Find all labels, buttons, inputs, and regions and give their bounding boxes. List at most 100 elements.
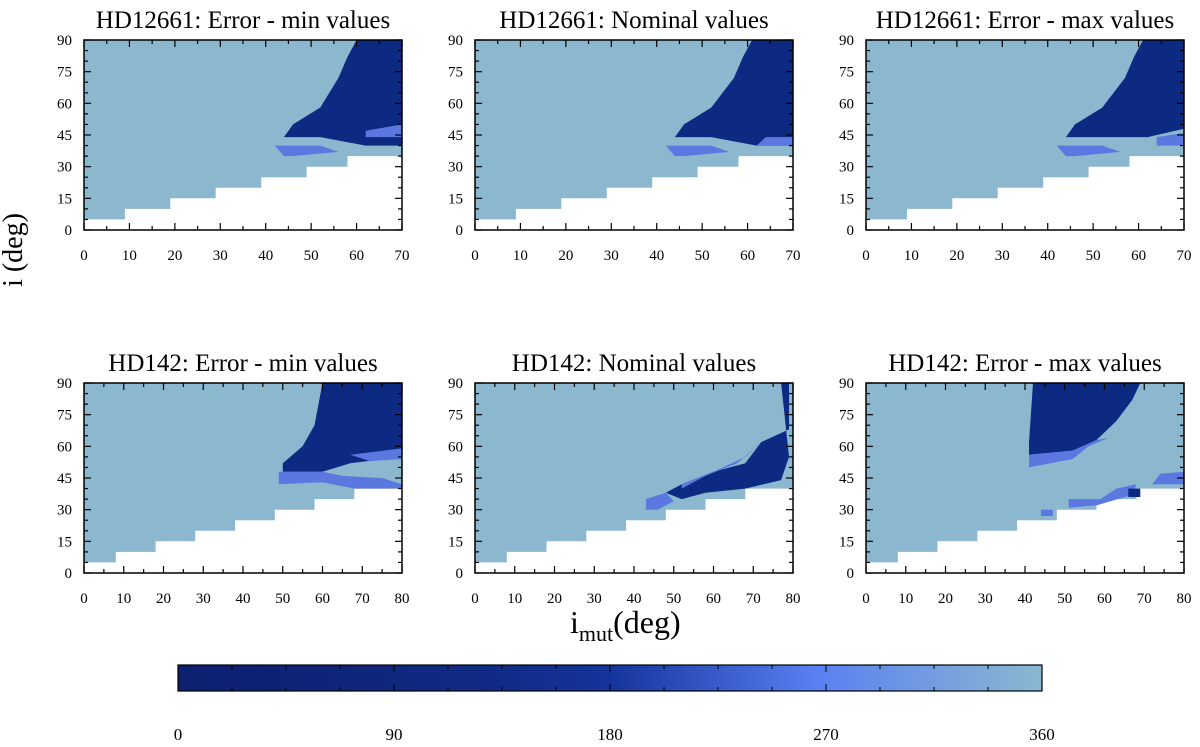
panel-plot-area (866, 40, 1184, 220)
y-tick-label: 30 (57, 503, 72, 519)
x-tick-label: 50 (695, 248, 710, 264)
panel-title: HD142: Nominal values (512, 350, 756, 377)
x-tick-label: 10 (122, 248, 137, 264)
heatmap-region-mid (1156, 132, 1184, 146)
x-tick-label: 20 (558, 248, 573, 264)
y-tick-label: 45 (57, 128, 72, 144)
heatmap-region-mid (1056, 145, 1121, 157)
x-tick-label: 60 (740, 248, 755, 264)
heatmap-region-light (475, 383, 793, 563)
colorbar-tick-label: 270 (813, 725, 839, 744)
x-tick-label: 40 (649, 248, 664, 264)
y-tick-label: 90 (448, 376, 463, 392)
x-tick-label: 10 (904, 248, 919, 264)
x-tick-label: 0 (862, 248, 870, 264)
y-tick-label: 90 (448, 33, 463, 49)
y-tick-label: 75 (57, 65, 72, 81)
y-tick-label: 15 (57, 534, 72, 550)
y-tick-label: 60 (448, 96, 463, 112)
panel-title: HD12661: Error - min values (96, 7, 390, 34)
heatmap-region-light (475, 40, 793, 220)
x-tick-label: 40 (627, 591, 642, 607)
panel-plot-area (84, 40, 402, 220)
panel-plot-area (84, 383, 402, 563)
x-tick-label: 0 (80, 248, 88, 264)
x-tick-label: 40 (1018, 591, 1033, 607)
panel-plot-area (866, 383, 1184, 563)
x-tick-label: 30 (213, 248, 228, 264)
heatmap-region-light (84, 40, 402, 220)
panel-plot-area (475, 40, 793, 220)
x-tick-label: 20 (156, 591, 171, 607)
panel: 0 10 20 30 40 50 60 70 0 15 30 45 60 75 90 HD12661: Err… (57, 7, 410, 264)
y-tick-label: 15 (448, 534, 463, 550)
x-tick-label: 10 (898, 591, 913, 607)
x-tick-label: 80 (1177, 591, 1192, 607)
x-tick-label: 10 (513, 248, 528, 264)
y-tick-label: 0 (65, 566, 73, 582)
y-tick-label: 90 (839, 376, 854, 392)
heatmap-region-mid (756, 137, 793, 146)
colorbar: 0 90 180 270 360 (174, 664, 1055, 744)
heatmap-region-mid (1029, 437, 1109, 468)
y-tick-label: 45 (839, 128, 854, 144)
x-tick-label: 30 (604, 248, 619, 264)
x-tick-label: 50 (666, 591, 681, 607)
x-tick-label: 70 (355, 591, 370, 607)
heatmap-region-dark (665, 383, 789, 500)
x-tick-label: 30 (978, 591, 993, 607)
x-axis-label-unit: (deg) (613, 604, 681, 640)
x-tick-label: 0 (80, 591, 88, 607)
y-tick-label: 60 (57, 96, 72, 112)
panel-title: HD12661: Nominal values (499, 7, 768, 34)
x-tick-label: 40 (258, 248, 273, 264)
x-axis-label-main: i (570, 604, 579, 640)
x-tick-label: 0 (471, 591, 479, 607)
x-tick-label: 30 (196, 591, 211, 607)
y-tick-label: 30 (839, 503, 854, 519)
heatmap-region-mid (665, 145, 730, 157)
y-tick-label: 15 (839, 191, 854, 207)
heatmap-region-light (866, 40, 1184, 220)
y-tick-label: 75 (839, 65, 854, 81)
colorbar-tick-label: 360 (1029, 725, 1055, 744)
y-tick-label: 60 (57, 439, 72, 455)
y-tick-label: 15 (57, 191, 72, 207)
y-tick-label: 90 (57, 376, 72, 392)
x-tick-label: 60 (706, 591, 721, 607)
y-tick-label: 60 (839, 96, 854, 112)
panel: 0 10 20 30 40 50 60 70 80 0 15 30 45 60 75 90 HD142: Nom… (448, 350, 801, 607)
y-tick-label: 30 (448, 160, 463, 176)
y-tick-label: 45 (57, 471, 72, 487)
x-tick-label: 10 (507, 591, 522, 607)
heatmap-region-light (866, 383, 1184, 563)
x-tick-label: 70 (1177, 248, 1192, 264)
x-tick-label: 30 (587, 591, 602, 607)
x-tick-label: 60 (315, 591, 330, 607)
x-tick-label: 20 (547, 591, 562, 607)
x-tick-label: 60 (349, 248, 364, 264)
y-tick-label: 0 (456, 223, 464, 239)
x-tick-label: 50 (1057, 591, 1072, 607)
x-tick-label: 10 (116, 591, 131, 607)
y-tick-label: 15 (839, 534, 854, 550)
heatmap-region-dark (282, 383, 402, 472)
colorbar-ticks: 0 90 180 270 360 (174, 665, 1055, 744)
x-tick-label: 20 (938, 591, 953, 607)
x-tick-label: 40 (236, 591, 251, 607)
x-tick-label: 60 (1097, 591, 1112, 607)
y-tick-label: 0 (847, 566, 855, 582)
heatmap-region-mid (278, 471, 402, 489)
heatmap-region-mid (350, 448, 402, 462)
heatmap-region-mid (681, 442, 762, 489)
heatmap-region-dark (1065, 40, 1184, 138)
heatmap-region-mid (1152, 471, 1184, 485)
y-tick-label: 30 (57, 160, 72, 176)
x-axis-label: imut(deg) (570, 604, 681, 646)
x-tick-label: 70 (786, 248, 801, 264)
x-tick-label: 20 (167, 248, 182, 264)
x-tick-label: 20 (949, 248, 964, 264)
x-tick-label: 60 (1131, 248, 1146, 264)
heatmap-region-mid (1068, 484, 1137, 508)
y-tick-label: 45 (448, 128, 463, 144)
